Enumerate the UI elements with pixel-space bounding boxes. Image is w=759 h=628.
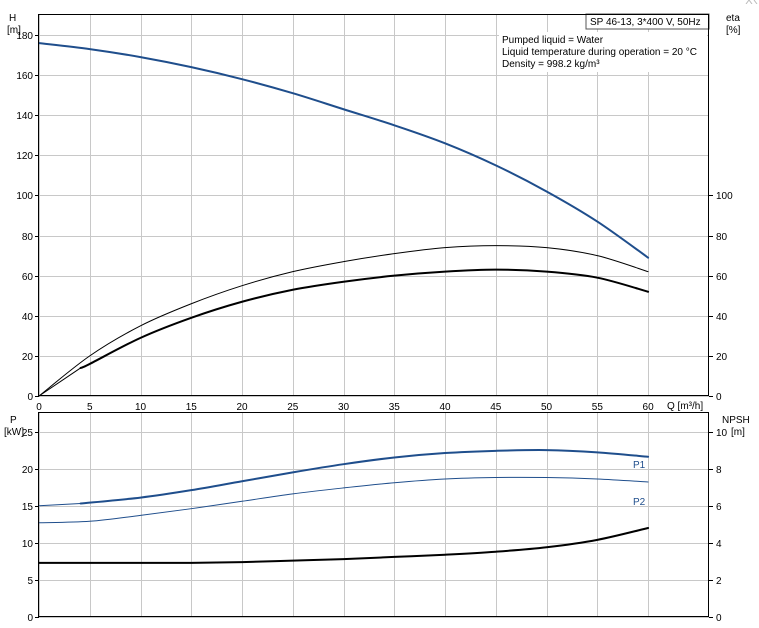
bottom-plot-frame: [38, 412, 709, 617]
right-tick-label: 6: [716, 502, 722, 513]
series-line-p2: [38, 476, 649, 524]
info-liquid-temperature: Liquid temperature during operation = 20…: [502, 47, 697, 58]
left-tick-label: 160: [16, 71, 33, 82]
info-pumped-liquid: Pumped liquid = Water: [502, 35, 604, 46]
left-tick-label: 25: [22, 428, 34, 439]
series-line-eta-thick: [79, 268, 650, 369]
top-plot-frame: [38, 14, 709, 396]
left-tick-label: 180: [16, 31, 33, 42]
right-tick-label: 80: [716, 232, 728, 243]
series-line-h: [38, 42, 650, 259]
x-tick-label: 50: [541, 402, 553, 413]
right-tick-label: 4: [716, 539, 722, 550]
left-tick-label: 80: [22, 232, 34, 243]
left-tick-label: 20: [22, 465, 34, 476]
left-axis-unit-top: [m]: [7, 25, 21, 36]
x-tick-label: 45: [490, 402, 502, 413]
series-line-p1-start: [38, 503, 82, 507]
left-tick-label: 140: [16, 111, 33, 122]
axis-tick-labels: 0 5 10 15 20 25 30 35 40 45 50 55 600204060801001201…: [16, 31, 733, 624]
right-tick-label: 10: [716, 428, 728, 439]
x-tick-label: 25: [287, 402, 299, 413]
left-tick-label: 20: [22, 352, 34, 363]
left-tick-label: 0: [27, 392, 33, 403]
right-tick-label: 0: [716, 613, 722, 624]
bottom-plot-grid: [39, 413, 709, 618]
x-tick-label: 10: [135, 402, 147, 413]
series-line-eta-start: [38, 367, 82, 397]
left-tick-label: 10: [22, 539, 34, 550]
left-tick-label: 60: [22, 272, 34, 283]
left-axis-unit-bottom: [kW]: [4, 427, 24, 438]
right-tick-label: 0: [716, 392, 722, 403]
corner-fragment: [745, 0, 758, 4]
series-label-p1: P1: [633, 460, 646, 471]
right-axis-unit-bottom: [m]: [731, 427, 745, 438]
x-tick-label: 0: [36, 402, 42, 413]
x-axis-label: Q [m³/h]: [667, 401, 703, 412]
x-tick-label: 40: [439, 402, 451, 413]
series-label-p2: P2: [633, 497, 646, 508]
right-tick-label: 60: [716, 272, 728, 283]
x-tick-label: 15: [186, 402, 198, 413]
left-tick-label: 15: [22, 502, 34, 513]
right-tick-label: 20: [716, 352, 728, 363]
x-tick-label: 30: [338, 402, 350, 413]
right-tick-label: 100: [716, 191, 733, 202]
curve-series: [38, 42, 650, 564]
left-tick-label: 120: [16, 151, 33, 162]
x-tick-label: 55: [592, 402, 604, 413]
right-axis-unit-top: [%]: [726, 25, 741, 36]
right-axis-title-top: eta: [726, 13, 740, 24]
x-tick-label: 5: [87, 402, 93, 413]
left-tick-label: 40: [22, 312, 34, 323]
series-line-p1: [79, 449, 650, 505]
chart-title: SP 46-13, 3*400 V, 50Hz: [590, 17, 701, 28]
x-tick-label: 35: [389, 402, 401, 413]
info-background: [499, 32, 707, 72]
series-line-npsh: [38, 526, 650, 564]
right-tick-label: 2: [716, 576, 722, 587]
right-tick-label: 8: [716, 465, 722, 476]
x-tick-label: 60: [643, 402, 655, 413]
left-axis-title-bottom: P: [10, 415, 17, 426]
left-axis-title-top: H: [9, 13, 16, 24]
left-tick-label: 5: [27, 576, 33, 587]
left-tick-label: 0: [27, 613, 33, 624]
series-line-eta-thin: [38, 245, 649, 397]
right-tick-label: 40: [716, 312, 728, 323]
left-tick-label: 100: [16, 191, 33, 202]
info-density: Density = 998.2 kg/m³: [502, 59, 600, 70]
right-axis-title-bottom: NPSH: [722, 415, 750, 426]
x-tick-label: 20: [236, 402, 248, 413]
